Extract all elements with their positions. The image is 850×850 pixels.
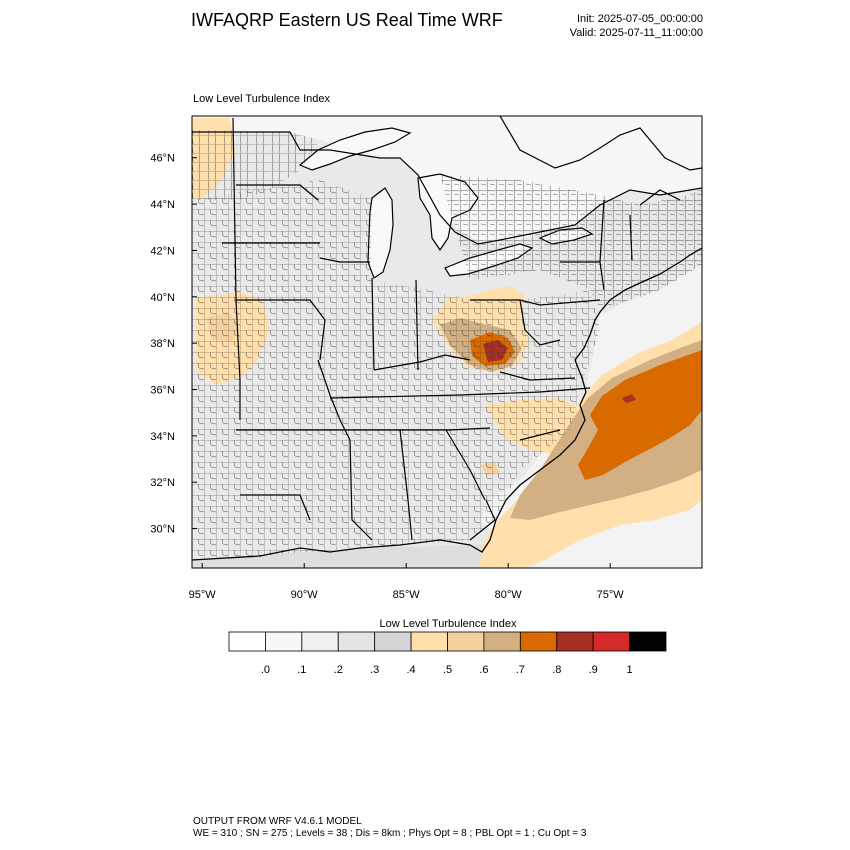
- lon-tick-label: 80°W: [495, 589, 523, 601]
- colorbar-label: .8: [552, 664, 561, 676]
- lat-tick-label: 34°N: [150, 431, 175, 443]
- map-frame: [191, 115, 703, 569]
- colorbar-swatch: [374, 631, 412, 652]
- colorbar-label: .3: [370, 664, 379, 676]
- colorbar-label: 1: [627, 664, 633, 676]
- colorbar-swatch: [629, 631, 667, 652]
- colorbar-title: Low Level Turbulence Index: [379, 618, 517, 630]
- colorbar: .0 .1 .2 .3 .4 .5 .6 .7 .8 .9 1: [228, 631, 667, 676]
- county-lines-west: [192, 180, 600, 560]
- county-lines-east: [440, 175, 702, 310]
- lat-tick-label: 30°N: [150, 524, 175, 536]
- colorbar-label: .6: [479, 664, 488, 676]
- colorbar-swatch: [592, 631, 630, 652]
- colorbar-label: .1: [297, 664, 306, 676]
- lake-superior: [298, 127, 412, 171]
- colorbar-label: .9: [589, 664, 598, 676]
- lon-tick-label: 90°W: [291, 589, 319, 601]
- field-ocean-orange: [578, 350, 702, 480]
- latitude-axis: 30°N 32°N 34°N 36°N 38°N 40°N 42°N 44°N 46°N: [150, 153, 197, 536]
- state-boundaries: [222, 117, 681, 541]
- lat-tick-label: 36°N: [150, 385, 175, 397]
- gulf-region: [192, 545, 500, 568]
- lon-tick-label: 85°W: [393, 589, 421, 601]
- lat-tick-label: 46°N: [150, 153, 175, 165]
- canada-border: [192, 131, 702, 245]
- lon-tick-label: 75°W: [597, 589, 625, 601]
- lon-tick-label: 95°W: [189, 589, 217, 601]
- valid-time: Valid: 2025-07-11_11:00:00: [569, 27, 703, 39]
- colorbar-label: .2: [334, 664, 343, 676]
- colorbar-swatch: [556, 631, 594, 652]
- colorbar-swatch: [228, 631, 266, 652]
- lat-tick-label: 40°N: [150, 292, 175, 304]
- colorbar-swatch: [410, 631, 448, 652]
- canada-coast: [499, 116, 702, 171]
- lat-tick-label: 38°N: [150, 338, 175, 350]
- colorbar-swatch: [265, 631, 303, 652]
- field-ocean-red: [622, 394, 636, 403]
- colorbar-label: .4: [406, 664, 415, 676]
- colorbar-label: .7: [516, 664, 525, 676]
- colorbar-swatch: [337, 631, 376, 652]
- lat-tick-label: 44°N: [150, 199, 175, 211]
- model-info-line-2: WE = 310 ; SN = 275 ; Levels = 38 ; Dis …: [193, 828, 587, 839]
- panel-title: Low Level Turbulence Index: [193, 93, 330, 105]
- model-info-line-1: OUTPUT FROM WRF V4.6.1 MODEL: [193, 816, 362, 827]
- lat-tick-label: 32°N: [150, 477, 175, 489]
- init-time: Init: 2025-07-05_00:00:00: [577, 13, 703, 25]
- lat-tick-label: 42°N: [150, 245, 175, 257]
- colorbar-swatch: [483, 631, 521, 652]
- colorbar-swatch: [519, 631, 558, 652]
- coastline: [192, 247, 702, 561]
- main-title: IWFAQRP Eastern US Real Time WRF: [191, 10, 503, 30]
- county-lines-plains: [192, 130, 320, 200]
- longitude-axis: 95°W 90°W 85°W 80°W 75°W: [189, 563, 625, 601]
- colorbar-swatch: [301, 631, 339, 652]
- colorbar-swatch: [447, 631, 485, 652]
- colorbar-label: .5: [443, 664, 452, 676]
- colorbar-label: .0: [261, 664, 270, 676]
